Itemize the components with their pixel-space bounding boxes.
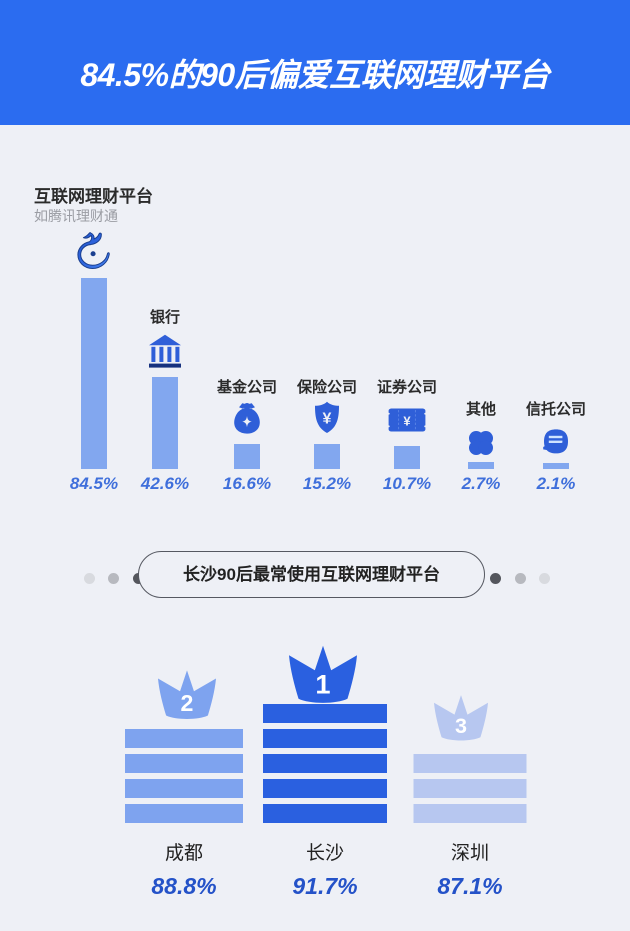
svg-text:2: 2 [181, 690, 194, 716]
svg-text:1: 1 [315, 668, 330, 699]
svg-text:3: 3 [455, 713, 467, 738]
svg-text:¥: ¥ [323, 410, 332, 427]
svg-text:¥: ¥ [403, 413, 411, 428]
